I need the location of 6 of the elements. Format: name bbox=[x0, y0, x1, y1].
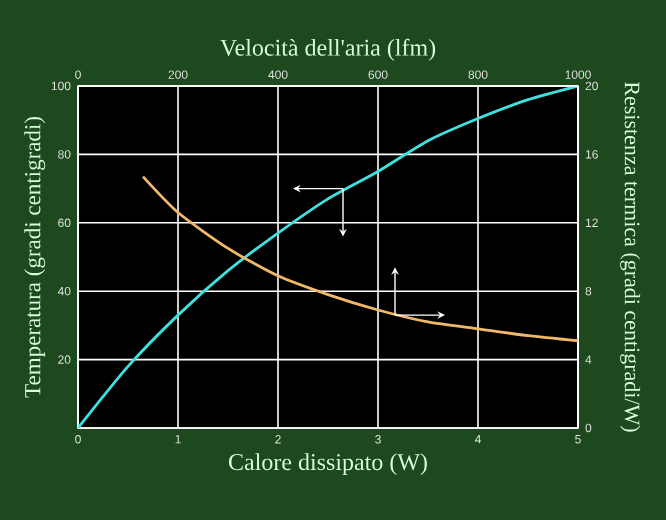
line-series bbox=[78, 86, 578, 428]
y-axis-title: Temperatura (gradi centigradi) bbox=[24, 117, 46, 398]
line-series bbox=[141, 175, 578, 343]
y2-axis-title: Resistenza termica (gradi centigradi/W) bbox=[620, 82, 641, 432]
x-axis-title: Calore dissipato (W) bbox=[229, 453, 427, 476]
x2-axis-title: Velocità dell'aria (lfm) bbox=[220, 38, 436, 61]
